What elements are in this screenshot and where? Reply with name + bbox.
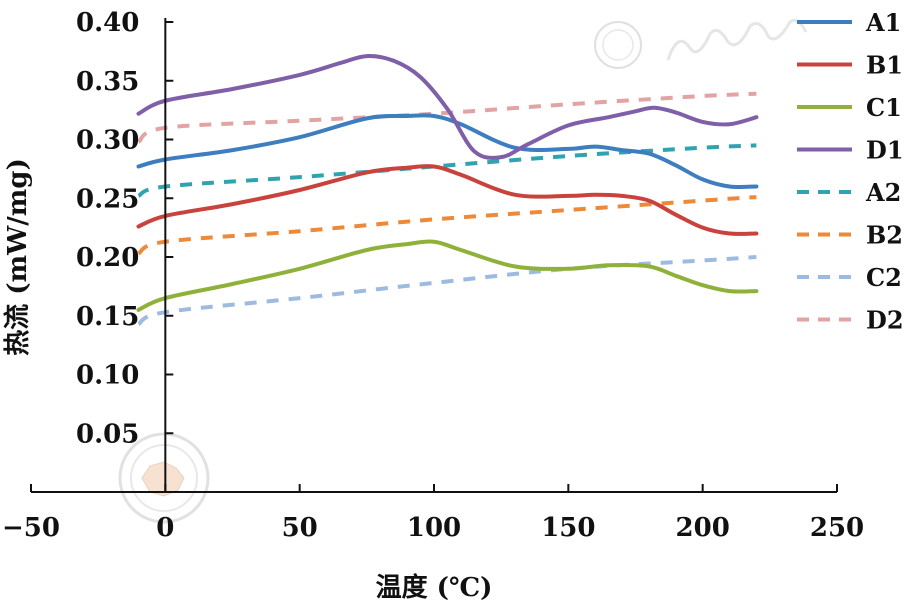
y-tick-label: 0.15 — [76, 302, 139, 332]
association-seal-watermark — [118, 432, 210, 524]
y-tick-label: 0.05 — [76, 419, 139, 449]
legend-label-a2: A2 — [865, 178, 901, 207]
x-tick-label: 0 — [156, 513, 174, 543]
legend-label-c2: C2 — [866, 263, 902, 292]
x-tick-label: 100 — [407, 513, 461, 543]
x-tick-label: 150 — [541, 513, 595, 543]
axes: −50 0 50 100 150 200 250 0.05 0.10 0.15 0.20 0.25 0.… — [2, 8, 864, 543]
legend-label-b2: B2 — [866, 221, 903, 250]
series-line-d2 — [137, 91, 757, 144]
series-lines — [136, 54, 759, 326]
series-line-c1 — [136, 239, 759, 312]
y-axis-title: 热流 (mW/mg) — [3, 158, 33, 356]
series-line-a1 — [136, 113, 759, 190]
x-tick-label: 50 — [282, 513, 318, 543]
series-line-c2 — [137, 255, 757, 326]
legend-label-b1: B1 — [866, 51, 903, 80]
x-tick-label: 250 — [810, 513, 864, 543]
y-tick-label: 0.25 — [76, 184, 139, 214]
y-tick-label: 0.30 — [76, 126, 139, 156]
legend-label-c1: C1 — [866, 93, 902, 122]
series-line-a2 — [137, 143, 757, 198]
y-tick-label: 0.40 — [76, 8, 139, 38]
series-line-d1 — [136, 54, 759, 160]
legend: A1 B1 C1 D1 A2 B2 C2 D2 — [797, 8, 904, 335]
x-tick-label: 200 — [676, 513, 730, 543]
legend-label-d1: D1 — [866, 136, 904, 165]
y-tick-label: 0.35 — [76, 67, 139, 97]
series-line-b1 — [136, 164, 759, 236]
legend-label-a1: A1 — [865, 8, 901, 37]
x-axis-title: 温度 (℃) — [376, 572, 493, 603]
legend-label-d2: D2 — [866, 306, 904, 335]
journal-seal-watermark-top — [594, 18, 808, 69]
series-line-b2 — [137, 195, 757, 256]
y-tick-label: 0.10 — [76, 361, 139, 391]
y-tick-label: 0.20 — [76, 243, 139, 273]
x-tick-label: −50 — [2, 513, 60, 543]
